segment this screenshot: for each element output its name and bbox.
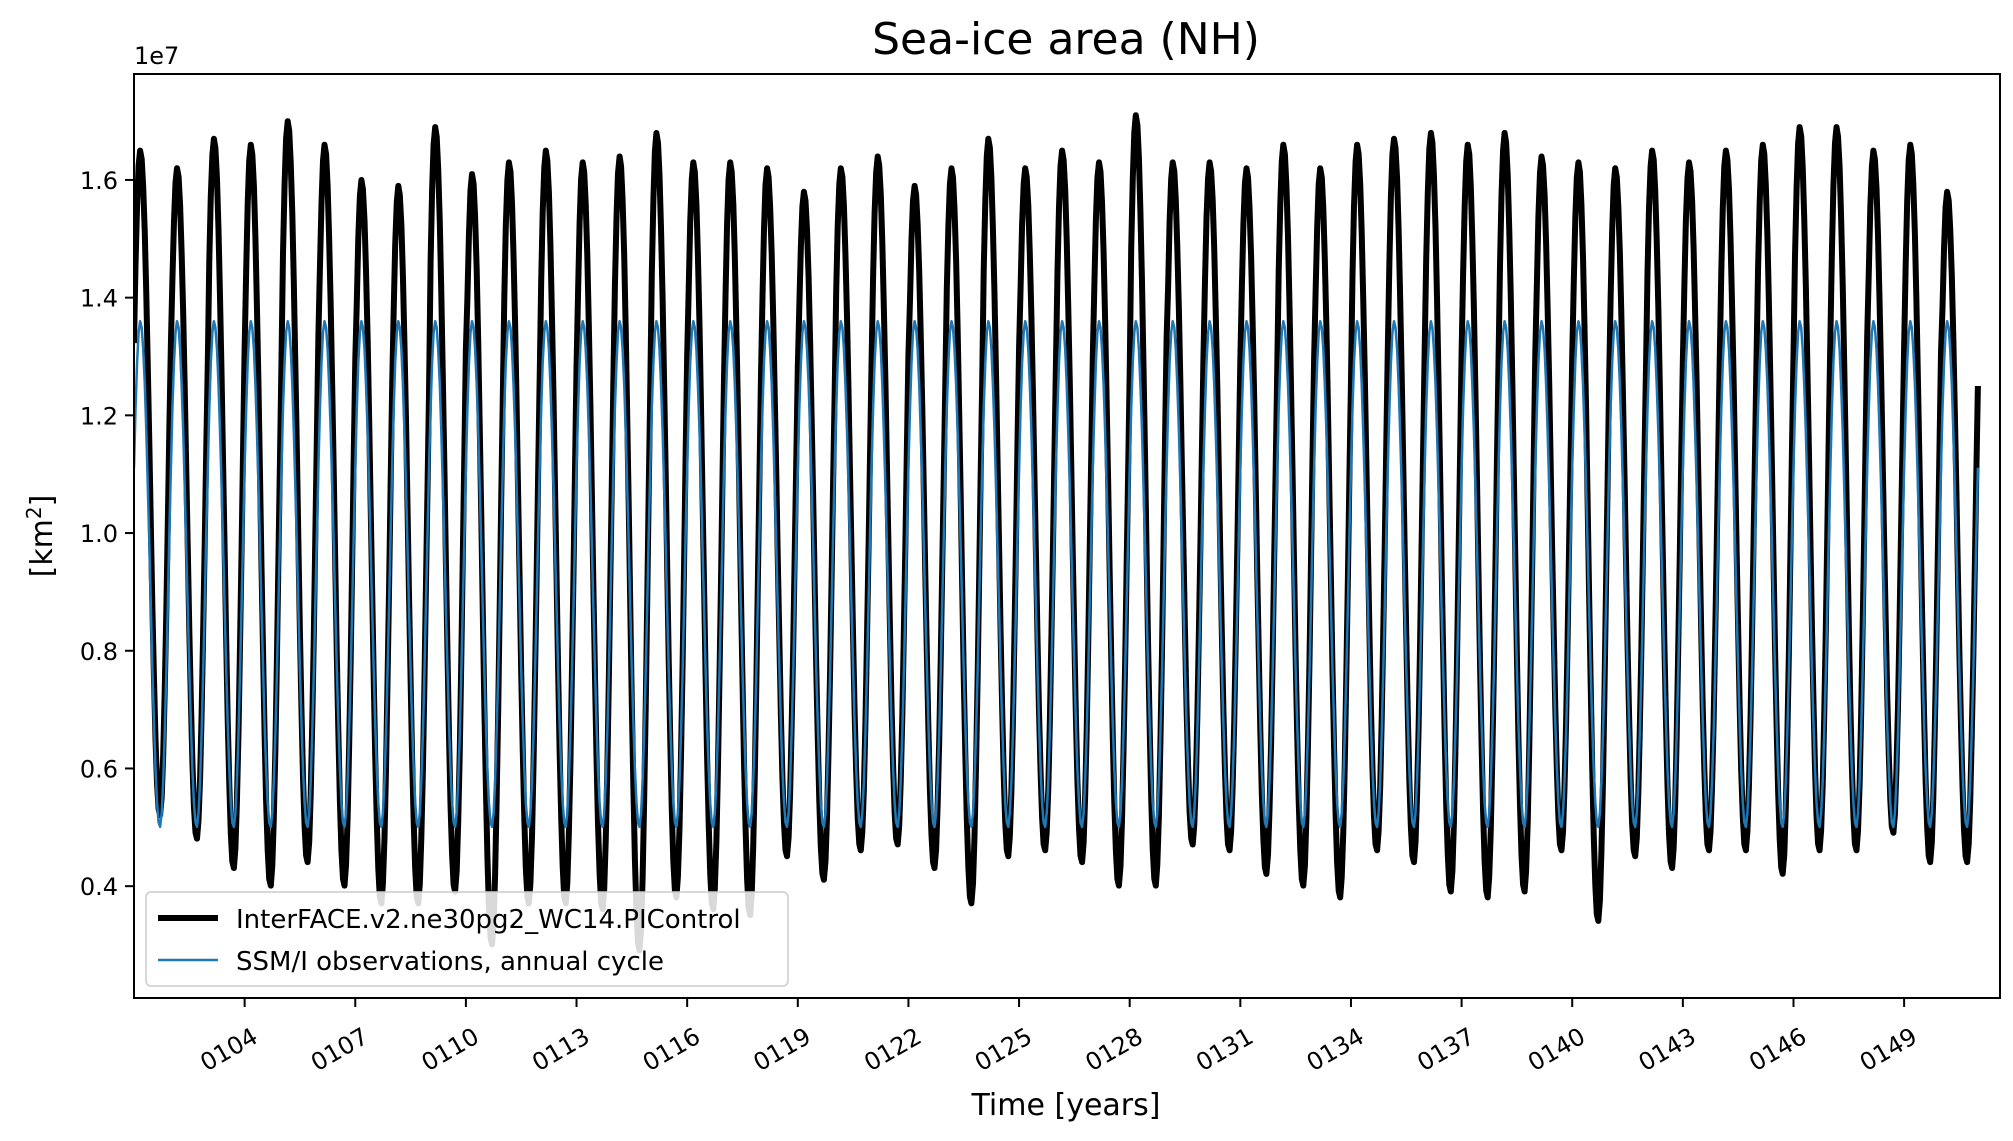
x-tick-label: 0137 bbox=[1412, 1022, 1479, 1077]
series-line-observations bbox=[134, 319, 1980, 829]
y-tick-label: 0.6 bbox=[80, 755, 118, 783]
x-axis: 0104 0107 0110 0113 0116 0119 0122 0125 0128 0131… bbox=[196, 998, 1922, 1077]
x-tick-label: 0128 bbox=[1081, 1022, 1148, 1077]
series-line-model bbox=[134, 112, 1981, 954]
legend: InterFACE.v2.ne30pg2_WC14.PIControl SSM/… bbox=[145, 891, 789, 987]
x-axis-label: Time [years] bbox=[971, 1088, 1161, 1123]
y-tick-label: 1.6 bbox=[80, 167, 118, 195]
x-tick-label: 0119 bbox=[749, 1022, 816, 1077]
x-tick-label: 0110 bbox=[417, 1022, 484, 1077]
x-tick-label: 0116 bbox=[638, 1022, 705, 1077]
y-axis-label-base: [km bbox=[25, 519, 60, 577]
y-tick-label: 1.0 bbox=[80, 520, 118, 548]
legend-label-observations: SSM/I observations, annual cycle bbox=[236, 947, 664, 977]
chart-title: Sea-ice area (NH) bbox=[872, 14, 1260, 65]
x-tick-label: 0107 bbox=[306, 1022, 373, 1077]
legend-box bbox=[145, 891, 789, 987]
y-tick-label: 1.4 bbox=[80, 285, 118, 313]
y-axis-label-end: ] bbox=[25, 495, 60, 507]
x-tick-label: 0140 bbox=[1523, 1022, 1590, 1077]
x-tick-label: 0122 bbox=[859, 1022, 926, 1077]
x-tick-label: 0131 bbox=[1191, 1022, 1258, 1077]
x-tick-label: 0134 bbox=[1302, 1022, 1369, 1077]
y-offset-label: 1e7 bbox=[134, 42, 179, 70]
y-tick-label: 0.8 bbox=[80, 638, 118, 666]
plot-frame bbox=[133, 73, 2001, 999]
y-axis-label: [km2] bbox=[22, 495, 60, 578]
y-axis-label-sup: 2 bbox=[22, 506, 46, 519]
y-tick-label: 1.2 bbox=[80, 402, 118, 430]
x-tick-label: 0143 bbox=[1634, 1022, 1701, 1077]
legend-label-model: InterFACE.v2.ne30pg2_WC14.PIControl bbox=[236, 905, 741, 935]
x-tick-label: 0113 bbox=[527, 1022, 594, 1077]
x-tick-label: 0125 bbox=[970, 1022, 1037, 1077]
x-tick-label: 0146 bbox=[1744, 1022, 1811, 1077]
y-axis: 0.4 0.6 0.8 1.0 1.2 1.4 1.6 bbox=[80, 167, 134, 901]
x-tick-label: 0104 bbox=[196, 1022, 263, 1077]
y-tick-label: 0.4 bbox=[80, 873, 118, 901]
x-tick-label: 0149 bbox=[1855, 1022, 1922, 1077]
